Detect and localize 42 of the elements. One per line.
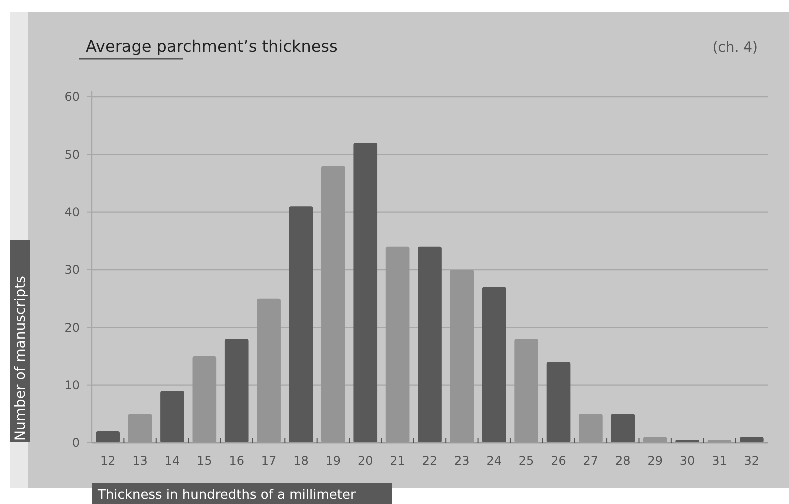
- x-tick-label: 20: [358, 454, 374, 468]
- bar: [160, 391, 184, 443]
- bar: [546, 362, 571, 443]
- x-tick-label: 29: [648, 454, 663, 468]
- x-tick-label: 24: [486, 454, 502, 468]
- bar: [354, 143, 378, 443]
- bar: [224, 339, 249, 443]
- x-tick-label: 15: [197, 454, 212, 468]
- x-tick-label: 32: [744, 454, 760, 468]
- y-tick-label: 40: [64, 206, 80, 220]
- y-tick-label: 20: [64, 320, 80, 335]
- y-tick-label: 60: [64, 90, 80, 104]
- text: (ch. 4): [712, 40, 758, 56]
- x-tick-label: 26: [551, 454, 566, 468]
- x-axis-title: Thickness in hundredths of a millimeter: [97, 488, 357, 503]
- bar: [611, 414, 636, 443]
- x-tick-label: 31: [712, 454, 728, 468]
- x-tick-label: 28: [616, 454, 631, 468]
- bar: [740, 437, 764, 443]
- bar: [289, 206, 314, 443]
- x-tick-label: 22: [422, 454, 438, 468]
- x-tick-label: 16: [229, 454, 244, 468]
- y-axis-title: Number of manuscripts: [13, 276, 29, 441]
- x-tick-label: 17: [261, 454, 277, 468]
- x-tick-label: 14: [164, 454, 180, 468]
- chart-title: Average parchment’s thickness: [86, 37, 338, 56]
- bar: [482, 287, 506, 443]
- x-tick-label: 30: [680, 454, 696, 468]
- y-tick-label: 10: [64, 378, 80, 393]
- x-tick-label: 13: [132, 454, 148, 468]
- x-tick-label: 18: [294, 454, 309, 468]
- x-tick-label: 25: [518, 454, 534, 468]
- bar: [96, 431, 120, 443]
- y-tick-label: 30: [64, 263, 80, 278]
- x-tick-label: 21: [390, 454, 406, 468]
- x-tick-label: 12: [100, 454, 116, 468]
- y-tick-label: 0: [72, 436, 80, 450]
- y-tick-label: 50: [64, 148, 80, 162]
- x-tick-label: 27: [583, 454, 599, 468]
- x-tick-label: 19: [326, 454, 342, 468]
- bar: [418, 246, 442, 443]
- x-tick-label: 23: [454, 454, 470, 468]
